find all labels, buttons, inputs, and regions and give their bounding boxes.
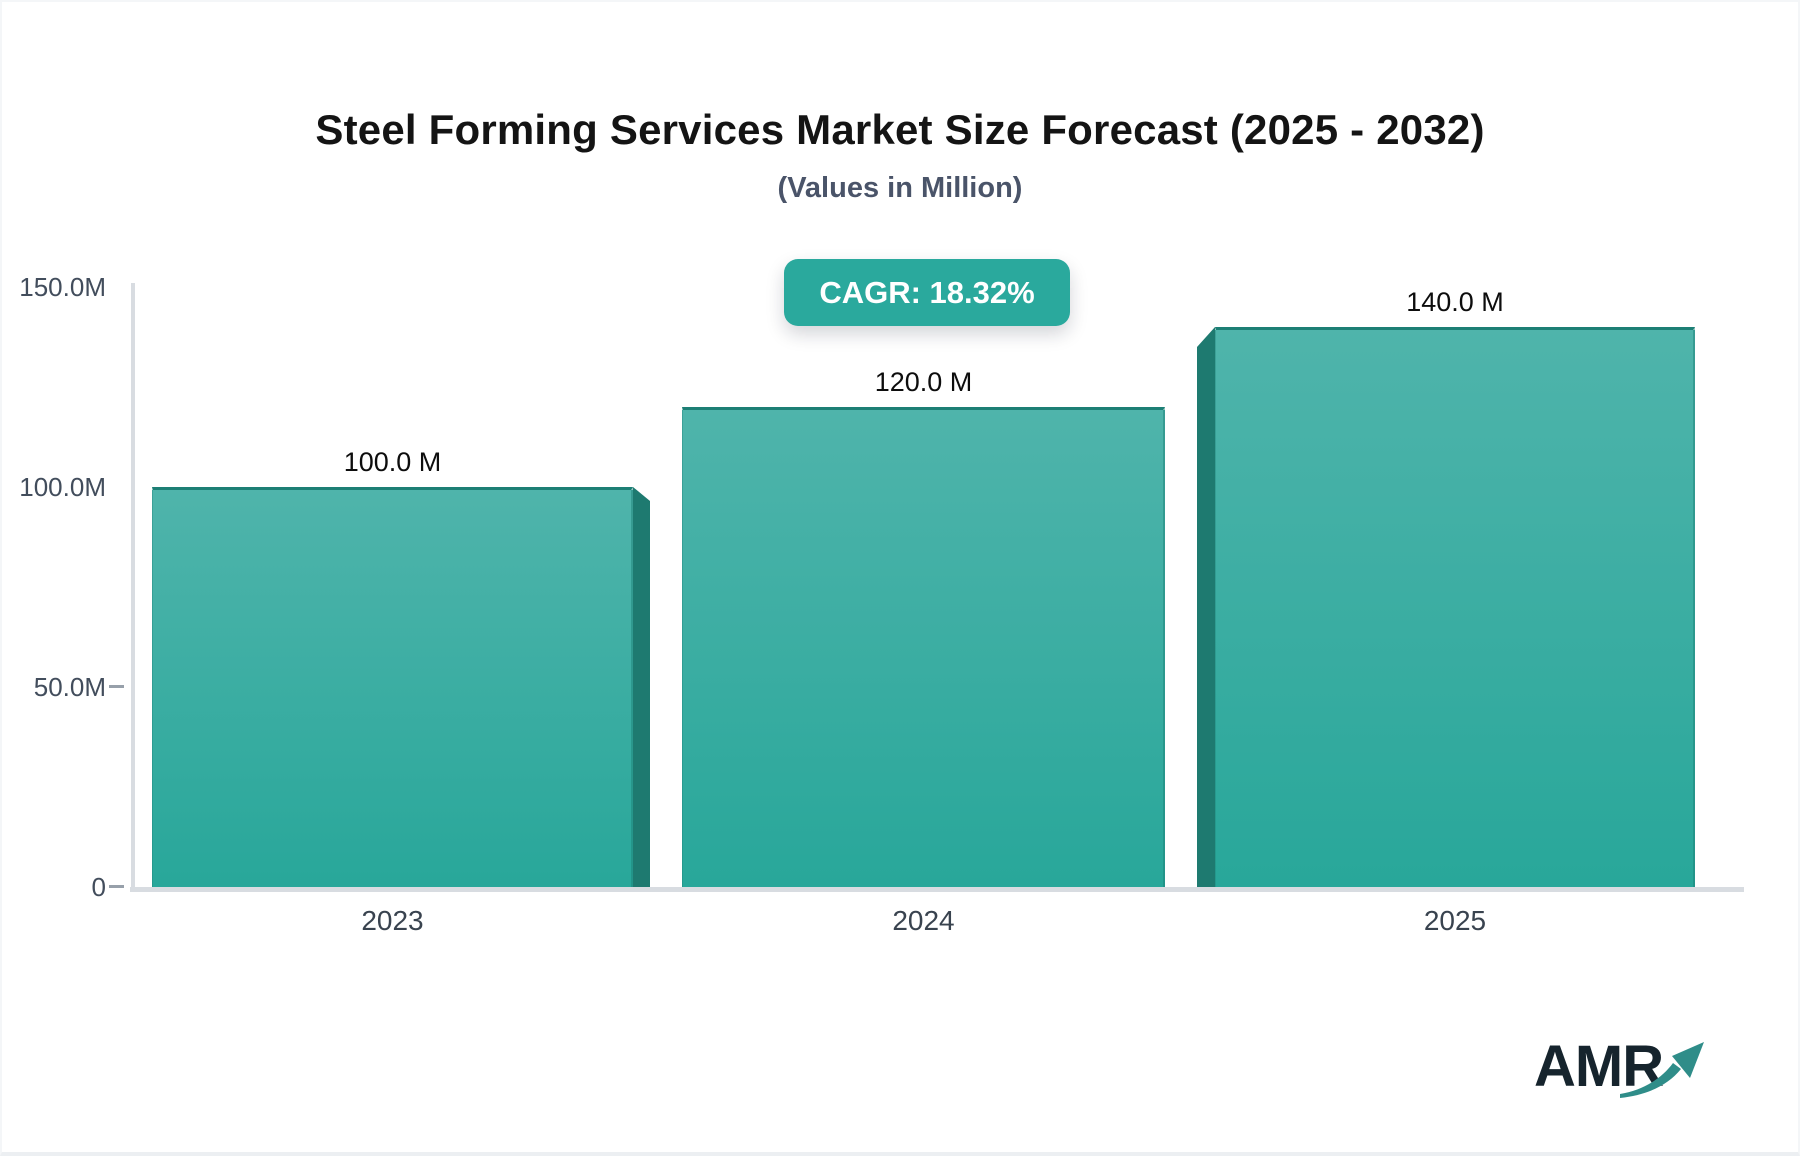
growth-arrow-icon xyxy=(1620,1042,1704,1098)
x-category-label: 2023 xyxy=(361,905,424,936)
y-tick-label: 0 xyxy=(91,872,106,902)
chart-subtitle: (Values in Million) xyxy=(777,172,1023,204)
bar-value-label: 120.0 M xyxy=(874,367,973,397)
y-axis-line xyxy=(131,283,135,891)
chart-title: Steel Forming Services Market Size Forec… xyxy=(315,106,1485,153)
bar-2025-3d-side xyxy=(1197,327,1215,887)
bar-value-label: 140.0 M xyxy=(1406,287,1504,317)
bar-value-label: 100.0 M xyxy=(343,447,442,477)
amr-logo-text: AMR xyxy=(1534,1034,1664,1099)
bar-2023 xyxy=(152,487,633,887)
y-tick-label: 100.0M xyxy=(19,472,106,502)
amr-logo: AMR xyxy=(1534,1036,1724,1108)
y-tick-mark xyxy=(109,685,124,688)
cagr-badge: CAGR: 18.32% xyxy=(784,259,1070,326)
x-axis-line xyxy=(130,887,1744,892)
bar-2024 xyxy=(682,407,1165,887)
y-tick-label: 50.0M xyxy=(33,672,106,702)
bar-2023-3d-side xyxy=(633,487,650,887)
x-category-label: 2025 xyxy=(1423,905,1487,936)
x-category-label: 2024 xyxy=(892,905,955,936)
y-tick-label: 150.0M xyxy=(19,272,106,302)
bar-2025 xyxy=(1215,327,1695,887)
y-tick-mark xyxy=(109,885,124,888)
